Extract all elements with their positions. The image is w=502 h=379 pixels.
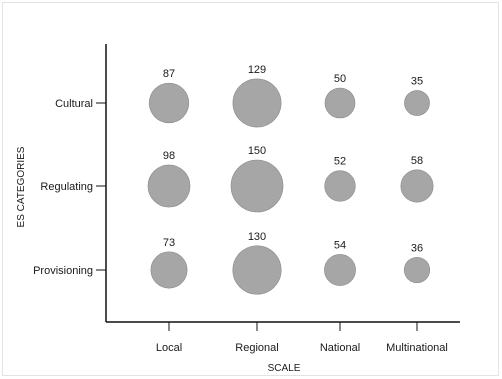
bubble-cultural-multinational bbox=[404, 90, 430, 116]
y-ticks: Provisioning Regulating Cultural bbox=[33, 98, 106, 277]
y-tick-label-regulating: Regulating bbox=[40, 181, 93, 193]
bubble-provisioning-local bbox=[150, 251, 188, 289]
bubble-cultural-local bbox=[148, 82, 190, 124]
value-label-provisioning-local: 73 bbox=[163, 237, 175, 249]
x-tick-label-local: Local bbox=[156, 342, 182, 354]
y-axis-title: ES CATEGORIES bbox=[16, 146, 27, 227]
value-labels: 87 129 50 35 98 150 52 58 73 130 54 36 bbox=[163, 64, 423, 254]
x-tick-label-multinational: Multinational bbox=[386, 342, 448, 354]
value-label-provisioning-regional: 130 bbox=[248, 231, 266, 243]
value-label-cultural-regional: 129 bbox=[248, 64, 266, 76]
bubble-regulating-regional bbox=[230, 159, 284, 213]
value-label-regulating-national: 52 bbox=[334, 156, 346, 168]
value-label-cultural-multinational: 35 bbox=[411, 75, 423, 87]
bubble-regulating-local bbox=[147, 164, 191, 208]
y-tick-label-cultural: Cultural bbox=[55, 98, 93, 110]
bubble-cultural-regional bbox=[232, 78, 282, 128]
value-label-cultural-local: 87 bbox=[163, 68, 175, 80]
y-tick-label-provisioning: Provisioning bbox=[33, 265, 93, 277]
bubble-provisioning-multinational bbox=[403, 256, 431, 284]
axes bbox=[105, 44, 460, 323]
bubbles bbox=[147, 78, 434, 295]
x-axis-title: SCALE bbox=[268, 363, 301, 374]
bubble-cultural-national bbox=[324, 87, 356, 119]
bubble-regulating-national bbox=[324, 170, 356, 202]
value-label-regulating-regional: 150 bbox=[248, 145, 266, 157]
bubble-provisioning-regional bbox=[232, 245, 282, 295]
x-tick-label-regional: Regional bbox=[235, 342, 278, 354]
bubble-provisioning-national bbox=[324, 254, 356, 286]
value-label-cultural-national: 50 bbox=[334, 73, 346, 85]
x-tick-label-national: National bbox=[320, 342, 360, 354]
value-label-regulating-multinational: 58 bbox=[411, 155, 423, 167]
bubble-regulating-multinational bbox=[400, 169, 434, 203]
value-label-regulating-local: 98 bbox=[163, 150, 175, 162]
value-label-provisioning-national: 54 bbox=[334, 239, 346, 251]
x-ticks: Local Regional National Multinational bbox=[156, 322, 448, 354]
value-label-provisioning-multinational: 36 bbox=[411, 242, 423, 254]
